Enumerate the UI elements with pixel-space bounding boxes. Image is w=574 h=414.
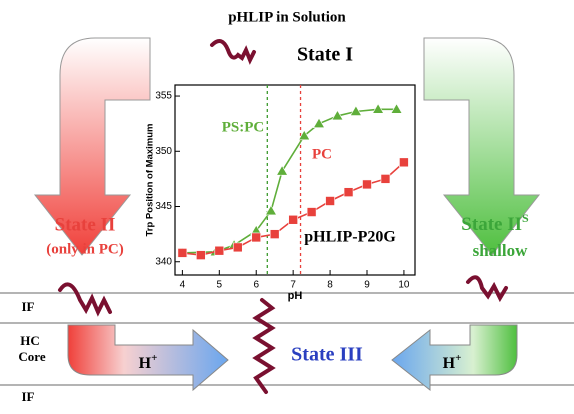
point <box>381 174 390 183</box>
legend-label: PS:PC <box>222 119 265 135</box>
point <box>270 230 279 239</box>
point <box>344 188 353 197</box>
state-label: State I <box>297 44 353 66</box>
x-tick-label: 5 <box>217 280 223 291</box>
peptide-helix <box>256 300 272 392</box>
y-tick-label: 355 <box>155 91 172 102</box>
y-axis-label: Trp Position of Maximum <box>145 124 156 237</box>
state-label: State II <box>55 214 116 235</box>
y-tick-label: 340 <box>155 256 172 267</box>
proton-charge: + <box>151 352 157 364</box>
point <box>252 233 261 242</box>
peptide <box>212 41 254 60</box>
x-tick-label: 8 <box>327 280 333 291</box>
state-note: shallow <box>473 241 529 260</box>
point <box>215 246 224 255</box>
state-label: State III <box>291 344 363 366</box>
page: {"header": {"title": "pHLIP in Solution"… <box>0 0 574 409</box>
superscript: S <box>522 211 529 225</box>
x-axis-label: pH <box>288 290 303 302</box>
point <box>178 248 187 257</box>
proton-symbol: H <box>443 355 456 372</box>
state-label: State IIS <box>461 211 529 236</box>
layer-label: IF <box>22 299 35 314</box>
x-tick-label: 9 <box>364 280 370 291</box>
layer-label: Core <box>18 349 45 364</box>
title: pHLIP in Solution <box>228 9 346 25</box>
x-tick-label: 10 <box>398 280 410 291</box>
y-tick-label: 350 <box>155 146 172 157</box>
legend-label: PC <box>312 146 332 162</box>
point <box>196 251 205 260</box>
chart-annotation: pHLIP-P20G <box>304 229 396 246</box>
point <box>233 243 242 252</box>
layer-label: HC <box>20 333 40 348</box>
y-tick-label: 345 <box>155 201 172 212</box>
point <box>307 208 316 217</box>
peptide <box>60 284 110 312</box>
figure: pHLIP in Solution State I State II (only… <box>0 0 574 409</box>
point <box>326 196 335 205</box>
point <box>289 215 298 224</box>
layer-label: IF <box>22 389 35 404</box>
x-tick-label: 4 <box>180 280 186 291</box>
point <box>363 180 372 189</box>
proton-charge: + <box>455 352 461 364</box>
state-name: State II <box>461 214 522 235</box>
proton-symbol: H <box>139 355 152 372</box>
point <box>399 158 408 167</box>
state-note: (only in PC) <box>46 241 124 257</box>
x-tick-label: 6 <box>253 280 259 291</box>
peptide <box>468 277 506 298</box>
